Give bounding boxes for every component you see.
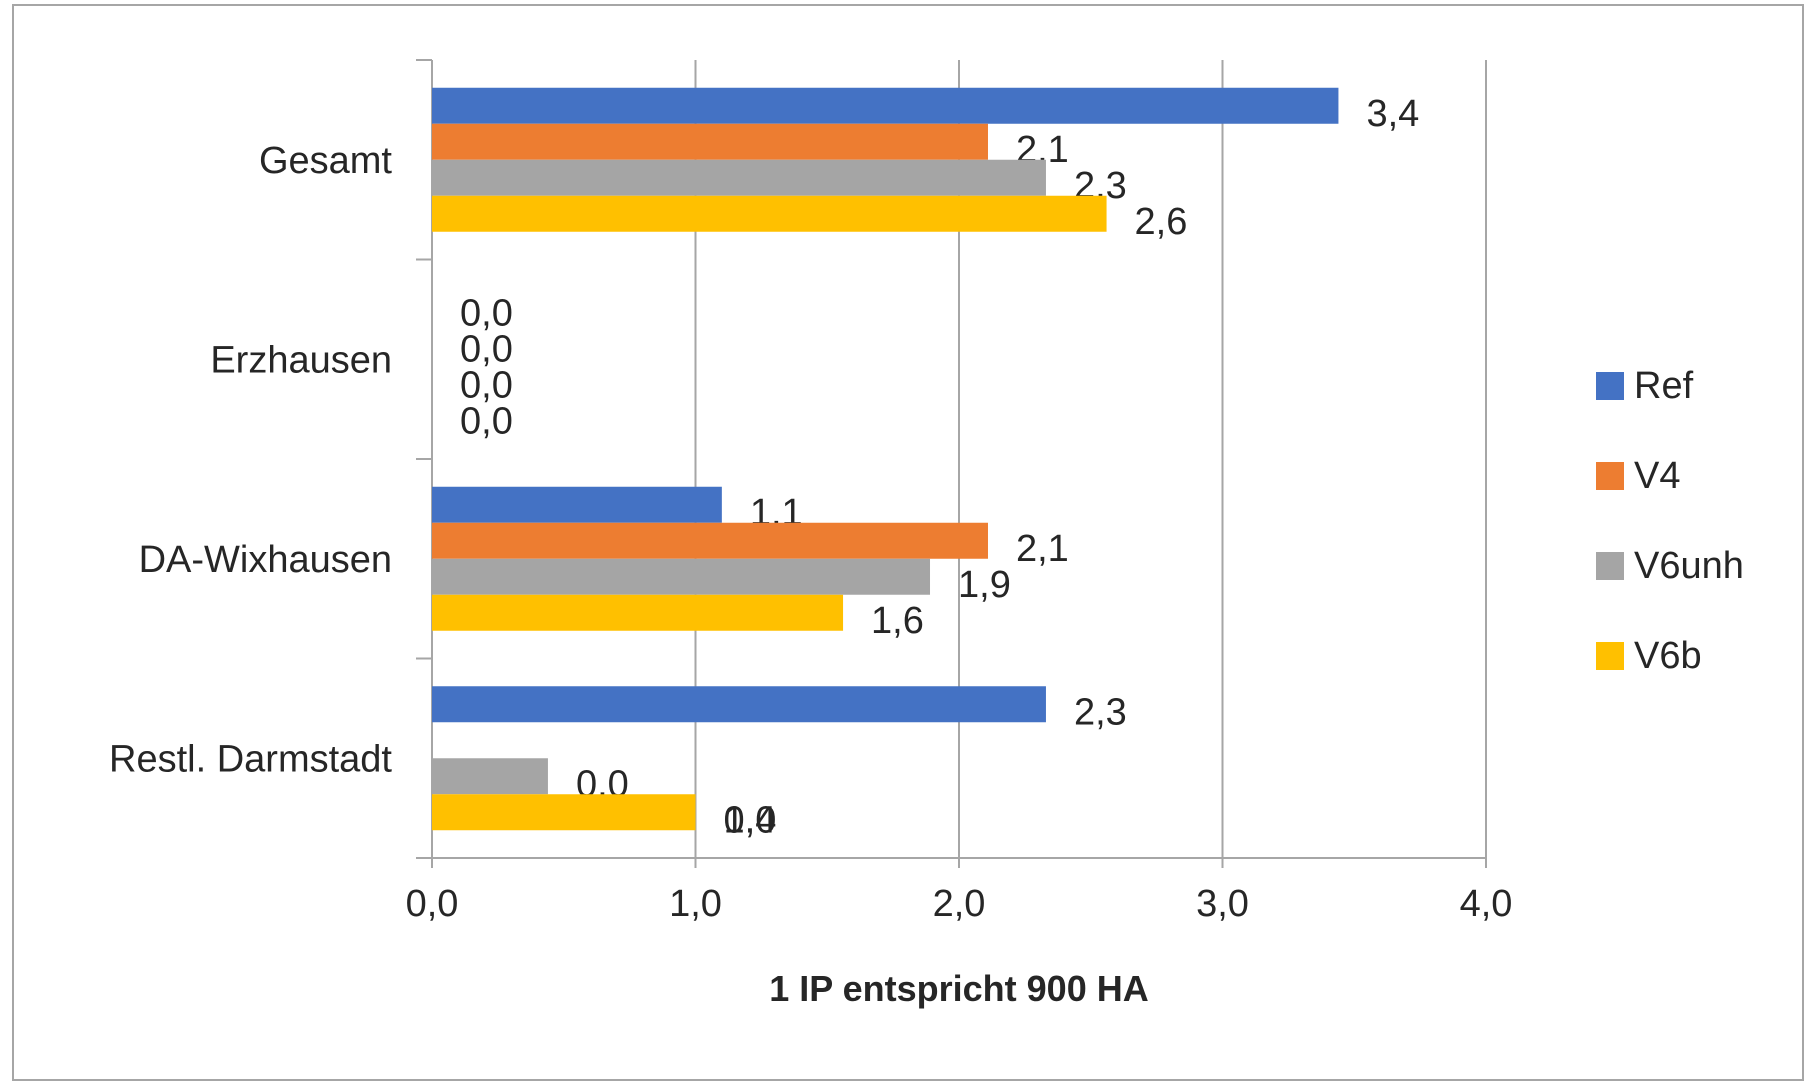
legend-label-ref: Ref	[1634, 365, 1694, 407]
legend-label-v4: V4	[1634, 455, 1680, 497]
legend-swatch-v6unh	[1596, 552, 1624, 580]
legend-swatch-ref	[1596, 372, 1624, 400]
legend-swatch-v4	[1596, 462, 1624, 490]
data-label: 3,4	[1366, 93, 1419, 135]
data-label: 0,4	[724, 799, 777, 841]
data-label: 0,0	[460, 364, 513, 406]
data-label: 1,9	[958, 564, 1011, 606]
legend-label-v6unh: V6unh	[1634, 545, 1744, 587]
data-label: 0,0	[460, 328, 513, 370]
bar-ref	[432, 686, 1046, 723]
category-label: DA-Wixhausen	[139, 539, 392, 581]
data-label: 2,3	[1074, 691, 1127, 733]
category-label: Gesamt	[259, 140, 392, 182]
data-label: 0,0	[460, 400, 513, 442]
category-label: Restl. Darmstadt	[109, 738, 392, 780]
bar-ref	[432, 87, 1339, 124]
data-label: 2,1	[1016, 528, 1069, 570]
bar-v6b	[432, 195, 1107, 232]
x-tick-label: 1,0	[669, 883, 722, 925]
data-label: 0,0	[460, 292, 513, 334]
category-label: Erzhausen	[210, 339, 392, 381]
x-tick-label: 4,0	[1460, 883, 1513, 925]
bar-v6unh	[432, 159, 1046, 196]
data-label: 2,6	[1135, 201, 1188, 243]
x-tick-label: 2,0	[933, 883, 986, 925]
bar-v6unh	[432, 558, 931, 595]
bar-chart: 0,0 1,0 2,0 3,0 4,0 Gesamt 3,4 2,1 2,3 2,6 Erzhaus…	[109, 59, 1744, 1009]
x-tick-label: 0,0	[406, 883, 459, 925]
legend-label-v6b: V6b	[1634, 635, 1702, 677]
bar-ref	[432, 486, 722, 523]
data-label: 1,6	[871, 600, 924, 642]
legend-swatch-v6b	[1596, 642, 1624, 670]
bar-v4	[432, 123, 988, 160]
bar-v6b	[432, 594, 844, 631]
bar-v6b	[432, 794, 696, 831]
bar-v4	[432, 522, 988, 559]
bar-v6unh	[432, 758, 548, 795]
data-label: 1,0	[724, 799, 777, 841]
x-axis-title: 1 IP entspricht 900 HA	[769, 968, 1148, 1009]
x-tick-label: 3,0	[1196, 883, 1249, 925]
chart-frame: 0,0 1,0 2,0 3,0 4,0 Gesamt 3,4 2,1 2,3 2,6 Erzhaus…	[12, 4, 1804, 1081]
